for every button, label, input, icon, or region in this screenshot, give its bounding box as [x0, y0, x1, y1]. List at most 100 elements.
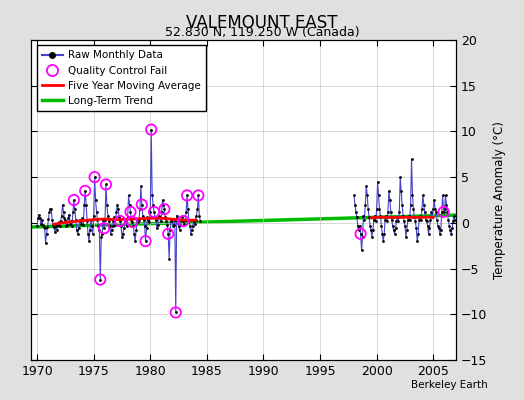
Point	[432, 209, 440, 215]
Point	[430, 197, 439, 203]
Point	[370, 212, 379, 219]
Point	[100, 225, 108, 232]
Point	[38, 217, 46, 223]
Point	[167, 218, 175, 224]
Point	[386, 197, 394, 203]
Point	[354, 222, 362, 229]
Point	[451, 217, 459, 223]
Point	[74, 225, 83, 232]
Point	[91, 197, 100, 203]
Point	[351, 201, 359, 208]
Point	[108, 222, 117, 229]
Point	[374, 178, 382, 185]
Point	[72, 217, 80, 223]
Point	[143, 214, 151, 220]
Point	[394, 218, 402, 224]
Point	[62, 222, 71, 229]
Point	[136, 206, 144, 212]
Point	[195, 212, 203, 219]
Point	[147, 126, 156, 133]
Point	[171, 309, 180, 316]
Point	[421, 217, 430, 223]
Point	[96, 276, 104, 283]
Point	[426, 217, 434, 223]
Point	[431, 206, 439, 212]
Point	[166, 227, 174, 233]
Point	[178, 214, 187, 220]
Point	[154, 222, 162, 228]
Point	[363, 192, 372, 199]
Point	[182, 209, 190, 215]
Point	[155, 212, 163, 219]
Point	[190, 220, 199, 227]
Point	[119, 231, 127, 237]
Point	[86, 227, 94, 233]
Point	[390, 231, 399, 237]
Point	[101, 217, 109, 223]
Point	[106, 231, 115, 237]
Point	[83, 218, 91, 224]
Point	[397, 188, 406, 194]
Point	[35, 212, 43, 218]
Point	[396, 174, 405, 180]
Point	[130, 231, 138, 237]
Point	[417, 217, 425, 223]
Point	[125, 201, 134, 208]
Point	[388, 217, 396, 223]
Point	[115, 214, 123, 220]
Point	[158, 197, 167, 203]
Point	[124, 192, 133, 199]
Point	[183, 192, 191, 199]
Point	[133, 217, 141, 223]
Point	[196, 218, 204, 224]
Point	[100, 225, 108, 232]
Point	[128, 219, 137, 225]
Point	[170, 222, 178, 228]
Point	[161, 214, 170, 220]
Point	[67, 218, 75, 224]
Point	[409, 206, 418, 212]
Point	[185, 217, 193, 223]
Point	[51, 229, 59, 235]
Point	[95, 227, 104, 233]
Point	[385, 188, 393, 194]
Point	[102, 181, 110, 188]
Point	[168, 217, 176, 223]
Point	[449, 218, 457, 224]
Point	[165, 256, 173, 263]
Point	[124, 214, 132, 220]
Point	[61, 217, 70, 223]
Point	[188, 227, 196, 233]
Point	[97, 233, 105, 240]
Point	[141, 238, 150, 244]
Point	[419, 192, 427, 199]
Point	[122, 217, 130, 223]
Point	[135, 217, 143, 223]
Point	[54, 219, 63, 225]
Point	[428, 214, 436, 220]
Point	[159, 201, 168, 208]
Point	[445, 222, 453, 229]
Point	[41, 240, 50, 246]
Point	[127, 217, 136, 223]
Point	[90, 212, 98, 219]
Point	[441, 192, 450, 199]
Point	[52, 222, 60, 229]
Point	[389, 227, 398, 233]
Point	[440, 209, 448, 215]
Point	[355, 222, 364, 229]
Point	[405, 212, 413, 219]
Point	[164, 231, 172, 237]
Point	[383, 218, 391, 224]
Point	[138, 201, 146, 208]
Point	[131, 238, 139, 244]
Point	[91, 174, 99, 180]
Point	[403, 217, 412, 223]
Point	[395, 209, 403, 215]
Point	[93, 217, 102, 223]
Point	[169, 222, 177, 229]
Point	[439, 192, 447, 199]
Point	[57, 218, 65, 224]
Point	[94, 222, 103, 229]
Point	[128, 219, 137, 225]
